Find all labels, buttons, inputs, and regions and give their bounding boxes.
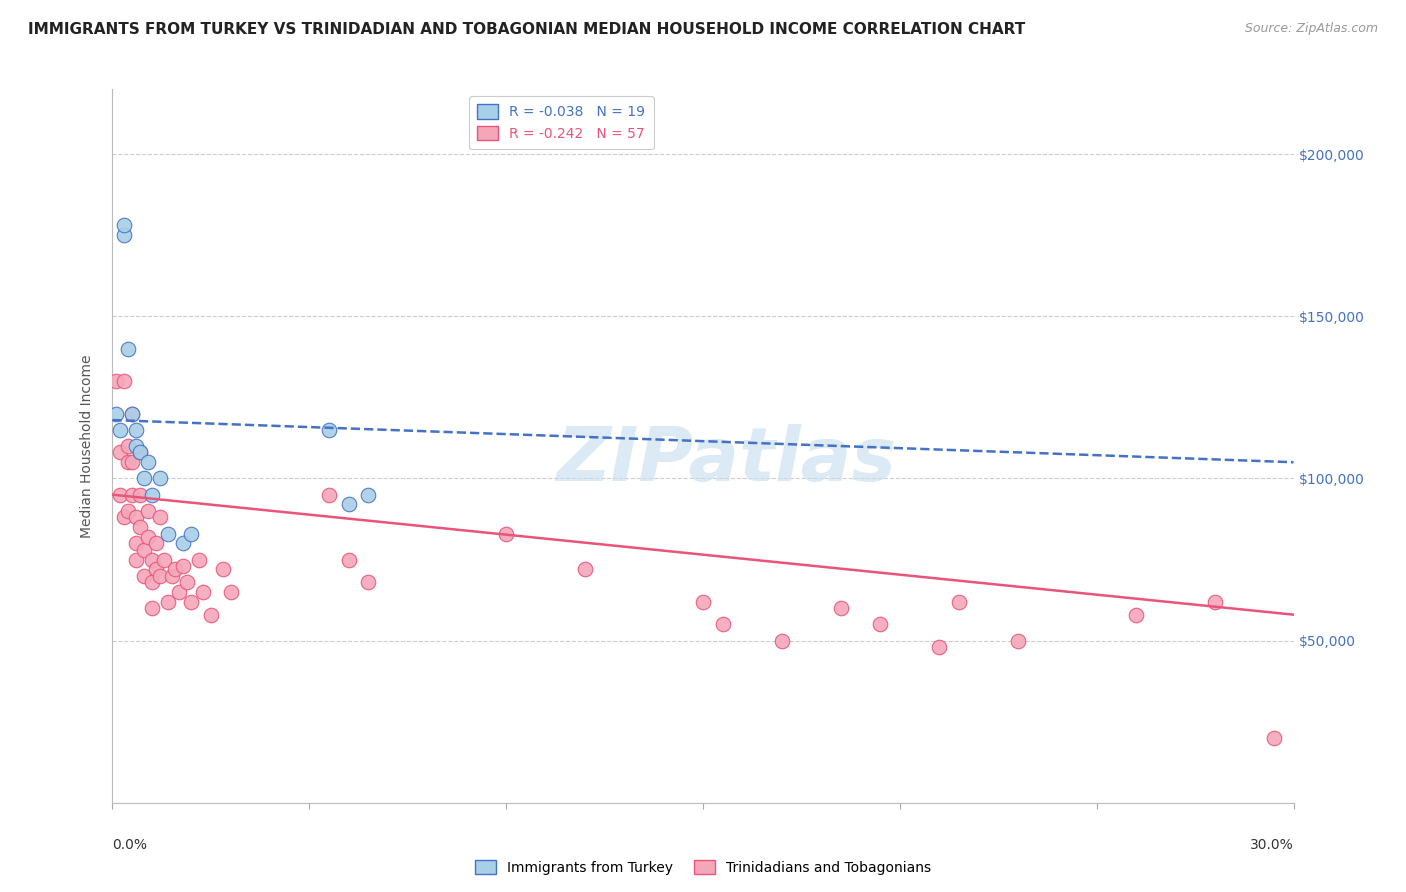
Point <box>948 595 970 609</box>
Point <box>110 445 132 459</box>
Point <box>117 342 139 356</box>
Point <box>211 562 233 576</box>
Legend: R = -0.038   N = 19, R = -0.242   N = 57: R = -0.038 N = 19, R = -0.242 N = 57 <box>470 96 654 149</box>
Point <box>156 595 179 609</box>
Point <box>160 568 183 582</box>
Point <box>112 219 135 233</box>
Point <box>110 488 132 502</box>
Point <box>176 575 198 590</box>
Text: 30.0%: 30.0% <box>1250 838 1294 853</box>
Point <box>318 423 340 437</box>
Legend: Immigrants from Turkey, Trinidadians and Tobagonians: Immigrants from Turkey, Trinidadians and… <box>470 855 936 880</box>
Point <box>1204 595 1226 609</box>
Text: ZIPatlas: ZIPatlas <box>557 424 897 497</box>
Point <box>692 595 714 609</box>
Point <box>110 423 132 437</box>
Point <box>112 510 135 524</box>
Point <box>129 445 152 459</box>
Point <box>141 552 163 566</box>
Y-axis label: Median Household Income: Median Household Income <box>80 354 94 538</box>
Point <box>121 488 143 502</box>
Point <box>132 542 155 557</box>
Point <box>711 617 734 632</box>
Point <box>172 536 194 550</box>
Point <box>125 510 148 524</box>
Point <box>770 633 793 648</box>
Point <box>125 423 148 437</box>
Point <box>125 552 148 566</box>
Point <box>117 504 139 518</box>
Point <box>145 536 167 550</box>
Point <box>169 585 191 599</box>
Point <box>337 497 360 511</box>
Point <box>129 520 152 534</box>
Point <box>156 526 179 541</box>
Point <box>112 228 135 243</box>
Point <box>121 407 143 421</box>
Point <box>574 562 596 576</box>
Point <box>357 488 380 502</box>
Point <box>149 510 172 524</box>
Point <box>149 568 172 582</box>
Point <box>1007 633 1029 648</box>
Point <box>219 585 242 599</box>
Point <box>337 552 360 566</box>
Point <box>149 471 172 485</box>
Point <box>141 575 163 590</box>
Point <box>132 568 155 582</box>
Point <box>1125 607 1147 622</box>
Text: 0.0%: 0.0% <box>112 838 148 853</box>
Point <box>112 374 135 388</box>
Point <box>117 439 139 453</box>
Point <box>136 530 159 544</box>
Point <box>1263 731 1285 745</box>
Point <box>180 595 202 609</box>
Point <box>152 552 174 566</box>
Point <box>357 575 380 590</box>
Point <box>141 601 163 615</box>
Point <box>188 552 211 566</box>
Point <box>136 504 159 518</box>
Point <box>125 439 148 453</box>
Point <box>121 455 143 469</box>
Point <box>180 526 202 541</box>
Text: Source: ZipAtlas.com: Source: ZipAtlas.com <box>1244 22 1378 36</box>
Point <box>117 455 139 469</box>
Point <box>200 607 222 622</box>
Point <box>165 562 187 576</box>
Point <box>495 526 517 541</box>
Point <box>132 471 155 485</box>
Point <box>125 536 148 550</box>
Point <box>928 640 950 654</box>
Point <box>869 617 891 632</box>
Text: IMMIGRANTS FROM TURKEY VS TRINIDADIAN AND TOBAGONIAN MEDIAN HOUSEHOLD INCOME COR: IMMIGRANTS FROM TURKEY VS TRINIDADIAN AN… <box>28 22 1025 37</box>
Point <box>105 407 128 421</box>
Point <box>121 407 143 421</box>
Point <box>141 488 163 502</box>
Point <box>318 488 340 502</box>
Point <box>172 559 194 574</box>
Point <box>136 455 159 469</box>
Point <box>191 585 214 599</box>
Point <box>129 488 152 502</box>
Point <box>145 562 167 576</box>
Point <box>830 601 852 615</box>
Point <box>129 445 152 459</box>
Point <box>105 374 128 388</box>
